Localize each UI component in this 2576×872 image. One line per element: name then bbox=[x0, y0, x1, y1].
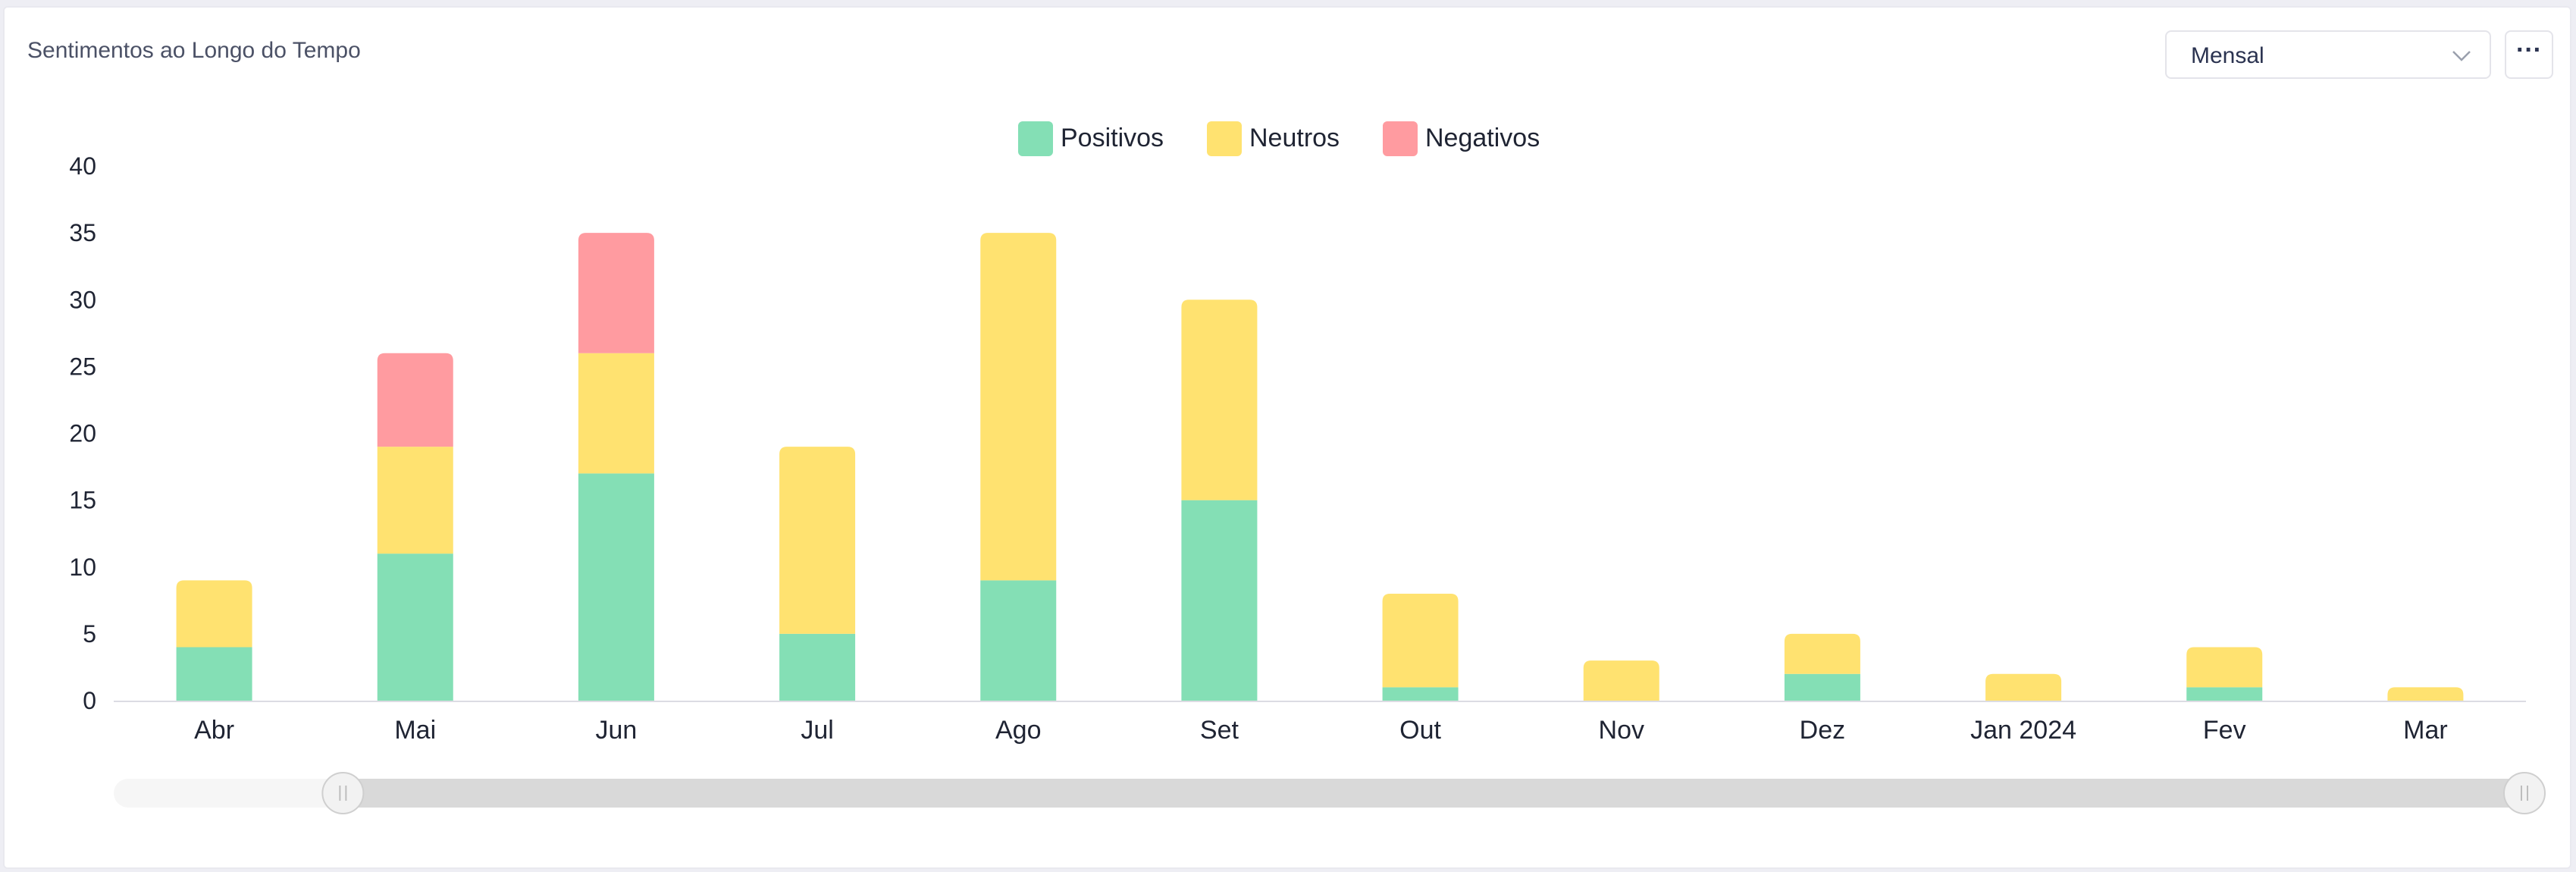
bar-set-positivos[interactable] bbox=[1181, 500, 1258, 701]
bars-group bbox=[176, 233, 2464, 701]
period-select[interactable]: Mensal bbox=[2165, 30, 2491, 79]
bar-out-positivos[interactable] bbox=[1382, 687, 1459, 701]
zoom-selected-range[interactable] bbox=[343, 779, 2525, 808]
bar-mai-positivos[interactable] bbox=[377, 554, 453, 701]
drag-handle-icon bbox=[2503, 772, 2546, 814]
bar-mai-neutros[interactable] bbox=[377, 447, 453, 554]
y-tick-label: 0 bbox=[83, 687, 96, 714]
bar-ago-positivos[interactable] bbox=[980, 580, 1057, 701]
card-title: Sentimentos ao Longo do Tempo bbox=[27, 38, 361, 63]
zoom-handle-left[interactable] bbox=[321, 772, 365, 814]
x-tick-label: Out bbox=[1399, 716, 1441, 745]
bar-jul-neutros[interactable] bbox=[779, 447, 856, 634]
bar-abr-positivos[interactable] bbox=[176, 647, 252, 701]
bar-ago-neutros[interactable] bbox=[980, 233, 1057, 581]
legend-label: Positivos bbox=[1061, 124, 1164, 152]
y-tick-label: 15 bbox=[69, 487, 96, 514]
zoom-scrollbar[interactable] bbox=[114, 772, 2546, 814]
chart-legend: Positivos Neutros Negativos bbox=[1018, 121, 1540, 156]
x-tick-label: Mar bbox=[2403, 716, 2448, 745]
x-tick-label: Nov bbox=[1599, 716, 1644, 745]
legend-label: Neutros bbox=[1249, 124, 1340, 152]
legend-swatch bbox=[1207, 121, 1242, 156]
bar-dez-positivos[interactable] bbox=[1784, 673, 1860, 701]
period-select-value: Mensal bbox=[2191, 43, 2264, 68]
legend-item-negativos[interactable]: Negativos bbox=[1383, 121, 1540, 156]
bar-mar-neutros[interactable] bbox=[2387, 687, 2464, 701]
x-tick-label: Ago bbox=[995, 716, 1042, 745]
bar-nov-neutros[interactable] bbox=[1583, 660, 1659, 701]
y-tick-label: 10 bbox=[69, 554, 96, 581]
legend-swatch bbox=[1018, 121, 1053, 156]
bar-dez-neutros[interactable] bbox=[1784, 633, 1860, 674]
bar-jan-2024-neutros[interactable] bbox=[1985, 673, 2062, 701]
y-tick-label: 20 bbox=[69, 420, 96, 447]
x-axis: Abr Mai Jun Jul Ago Set Out Nov Dez Jan 2024 Fev Ma… bbox=[194, 716, 2448, 745]
y-axis: 0 5 10 15 20 25 30 35 40 bbox=[69, 152, 96, 714]
bar-abr-neutros[interactable] bbox=[176, 580, 252, 648]
x-tick-label: Jun bbox=[596, 716, 638, 745]
x-tick-label: Mai bbox=[394, 716, 436, 745]
y-tick-label: 40 bbox=[69, 152, 96, 180]
bar-jun-negativos[interactable] bbox=[578, 233, 654, 353]
x-tick-label: Set bbox=[1200, 716, 1239, 745]
bar-mai-negativos[interactable] bbox=[377, 353, 453, 447]
bar-jul-positivos[interactable] bbox=[779, 633, 856, 701]
x-tick-label: Jul bbox=[801, 716, 833, 745]
ellipsis-icon: ··· bbox=[2516, 36, 2542, 64]
legend-item-positivos[interactable]: Positivos bbox=[1018, 121, 1164, 156]
chevron-down-icon bbox=[2450, 44, 2473, 71]
y-tick-label: 35 bbox=[69, 219, 96, 246]
x-tick-label: Jan 2024 bbox=[1970, 716, 2076, 745]
bar-jun-neutros[interactable] bbox=[578, 353, 654, 474]
x-tick-label: Fev bbox=[2203, 716, 2246, 745]
bar-fev-neutros[interactable] bbox=[2186, 647, 2263, 688]
y-tick-label: 30 bbox=[69, 286, 96, 313]
y-tick-label: 25 bbox=[69, 353, 96, 380]
drag-handle-icon bbox=[321, 772, 365, 814]
bar-fev-positivos[interactable] bbox=[2186, 687, 2263, 701]
x-tick-label: Abr bbox=[194, 716, 234, 745]
legend-label: Negativos bbox=[1425, 124, 1540, 152]
legend-swatch bbox=[1383, 121, 1418, 156]
bar-set-neutros[interactable] bbox=[1181, 300, 1258, 500]
more-options-button[interactable]: ··· bbox=[2505, 30, 2553, 79]
bar-jun-positivos[interactable] bbox=[578, 473, 654, 701]
zoom-handle-right[interactable] bbox=[2503, 772, 2546, 814]
legend-item-neutros[interactable]: Neutros bbox=[1207, 121, 1340, 156]
bar-out-neutros[interactable] bbox=[1382, 594, 1459, 688]
y-tick-label: 5 bbox=[83, 620, 96, 648]
x-tick-label: Dez bbox=[1800, 716, 1845, 745]
